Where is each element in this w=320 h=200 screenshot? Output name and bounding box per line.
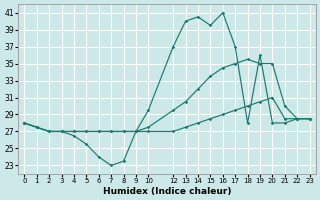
X-axis label: Humidex (Indice chaleur): Humidex (Indice chaleur)	[103, 187, 231, 196]
